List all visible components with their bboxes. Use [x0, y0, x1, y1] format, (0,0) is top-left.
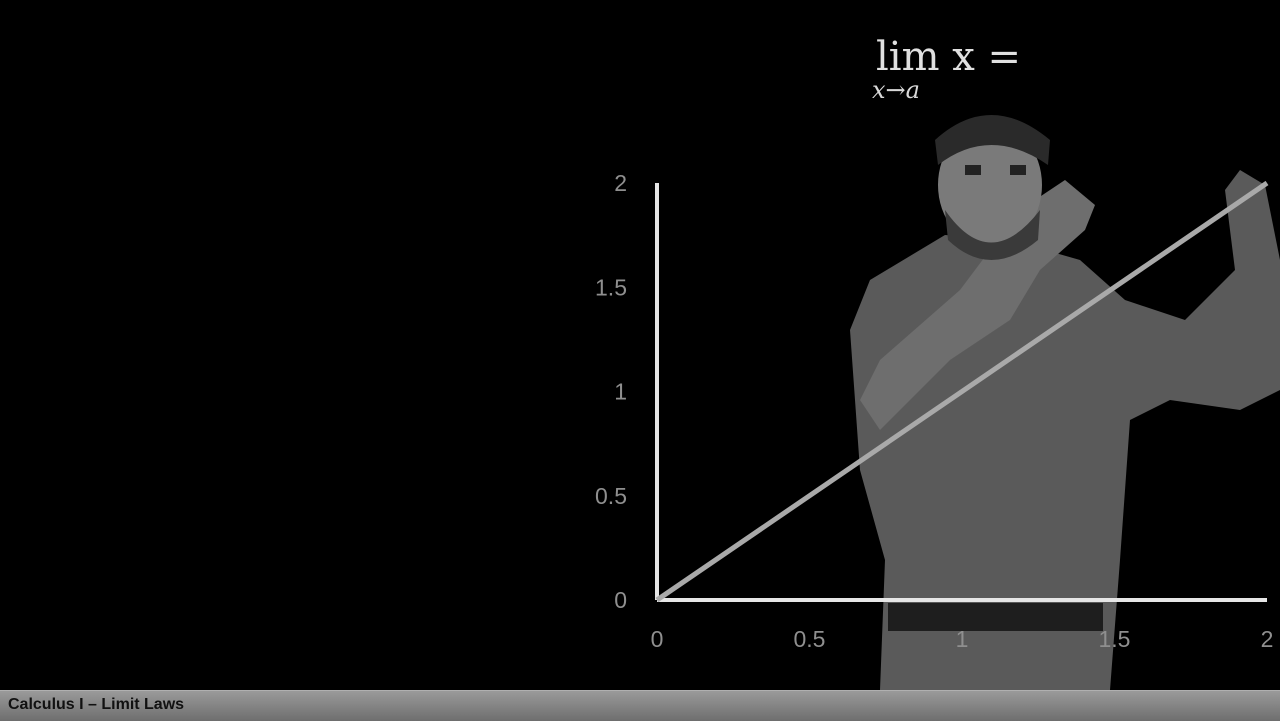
footer-title: Calculus I – Limit Laws	[8, 696, 185, 713]
x-tick-label: 2	[1261, 626, 1274, 652]
formula-main: lim x =	[876, 34, 1021, 80]
lecturer-figure	[850, 115, 1280, 690]
x-tick-label: 1	[956, 626, 969, 652]
y-tick-label: 2	[614, 170, 627, 196]
series-line-y-equals-x	[655, 180, 1269, 603]
x-tick-label: 0.5	[794, 626, 826, 652]
footer-bar: Calculus I – Limit Laws	[0, 690, 1280, 721]
x-tick-label: 0	[651, 626, 664, 652]
chart: 0 0.5 1 1.5 2 0 0.5 1 1.5 2 lim x = x→a	[595, 34, 1280, 690]
video-frame: 0 0.5 1 1.5 2 0 0.5 1 1.5 2 lim x = x→a	[595, 34, 1280, 690]
chart-ticks: 0 0.5 1 1.5 2 0 0.5 1 1.5 2	[595, 170, 1273, 652]
y-tick-label: 0.5	[595, 483, 627, 509]
formula-subscript: x→a	[872, 76, 920, 104]
chart-series	[655, 180, 1269, 603]
y-tick-label: 1.5	[595, 274, 627, 300]
y-tick-label: 1	[614, 379, 627, 405]
x-tick-label: 1.5	[1099, 626, 1131, 652]
chart-axes	[655, 183, 1267, 602]
y-tick-label: 0	[614, 587, 627, 613]
